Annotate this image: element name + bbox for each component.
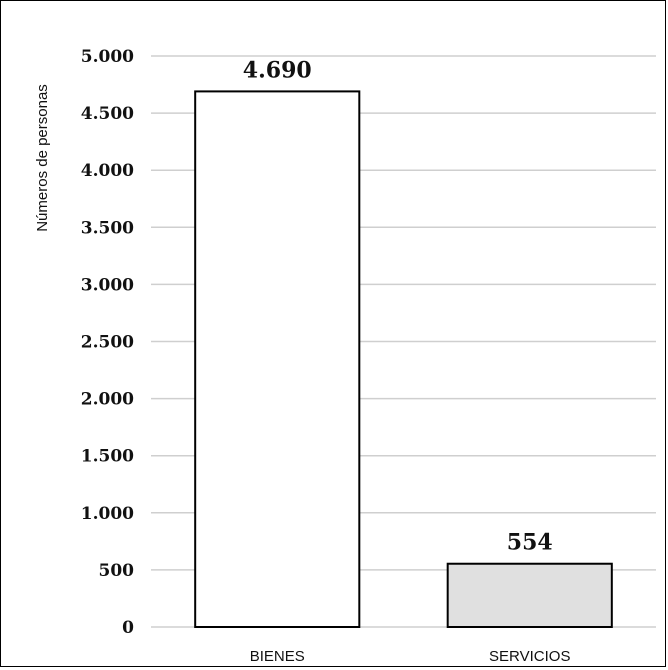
- y-tick-label: 0: [122, 618, 134, 638]
- y-tick-label: 3.500: [81, 218, 134, 238]
- bar-bienes: [194, 90, 361, 629]
- y-tick-label: 2.000: [81, 390, 134, 410]
- data-label-bienes: 4.690: [243, 57, 312, 83]
- y-tick-label: 2.500: [81, 333, 134, 353]
- y-axis-ticks: 0 500 1.000 1.500 2.000 2.500 3.000 3.500 4.000 4…: [81, 47, 134, 638]
- y-tick-label: 1.000: [81, 504, 134, 524]
- y-tick-label: 4.500: [81, 104, 134, 124]
- y-tick-label: 4.000: [81, 161, 134, 181]
- category-label-bienes: BIENES: [250, 648, 305, 665]
- y-tick-label: 1.500: [81, 447, 134, 467]
- data-labels: 4.690 554: [243, 57, 553, 555]
- category-labels: BIENES SERVICIOS: [250, 648, 571, 665]
- y-tick-label: 500: [99, 561, 135, 581]
- bar-servicios: [446, 562, 613, 629]
- category-label-servicios: SERVICIOS: [489, 648, 570, 665]
- y-tick-label: 3.000: [81, 275, 134, 295]
- data-label-servicios: 554: [507, 530, 553, 556]
- y-axis-label: Números de personas: [34, 84, 51, 232]
- bars: [194, 90, 613, 629]
- y-tick-label: 5.000: [81, 47, 134, 67]
